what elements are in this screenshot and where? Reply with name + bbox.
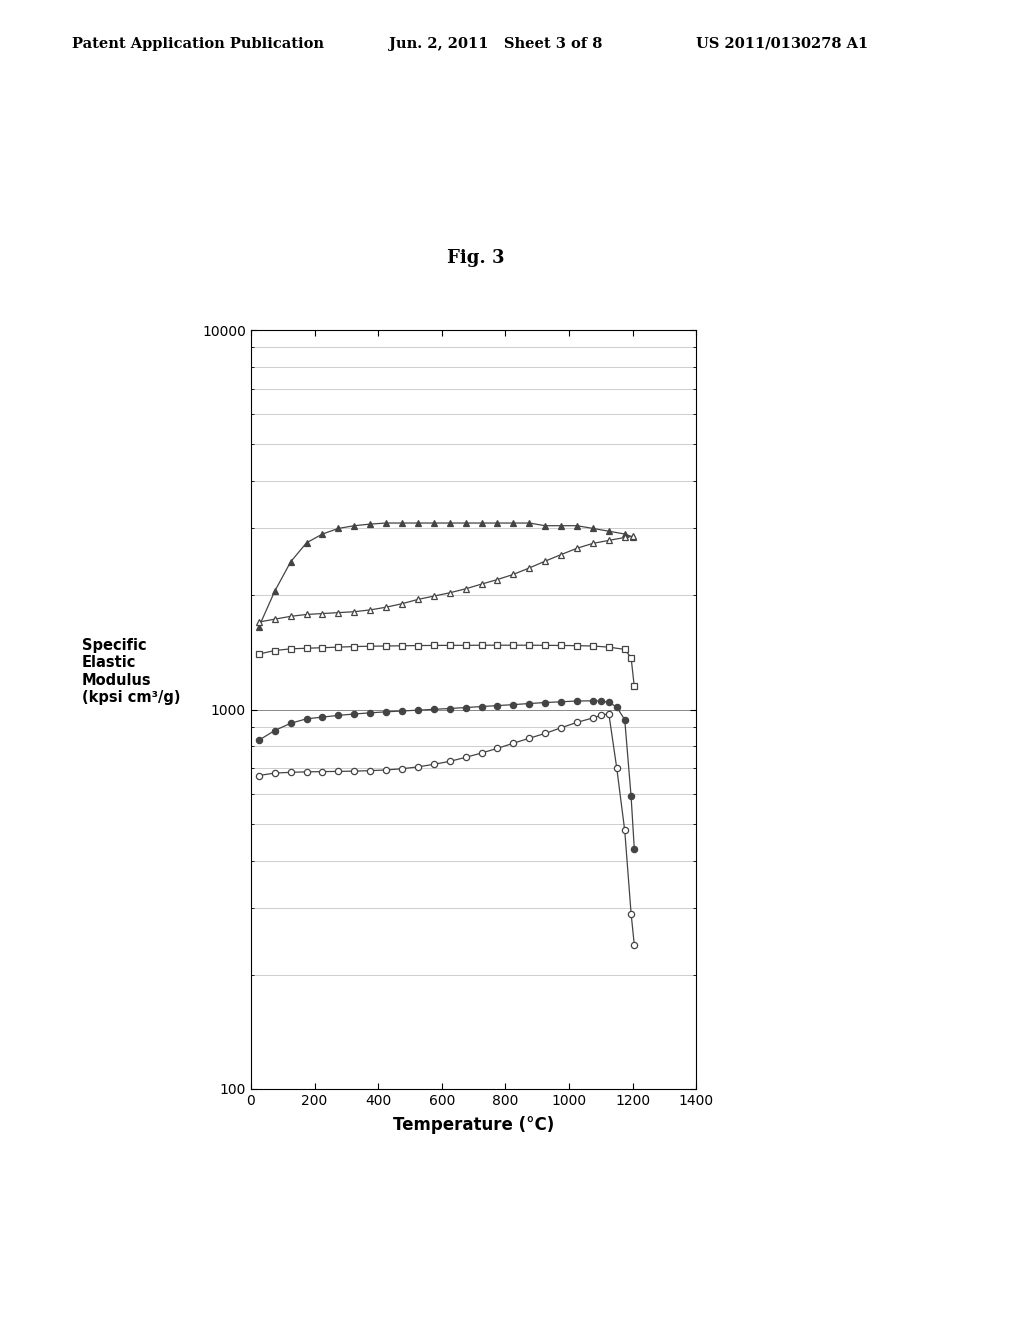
Y-axis label: Specific
Elastic
Modulus
(kpsi cm³/g): Specific Elastic Modulus (kpsi cm³/g)	[82, 638, 180, 705]
Text: Patent Application Publication: Patent Application Publication	[72, 37, 324, 51]
Text: Jun. 2, 2011   Sheet 3 of 8: Jun. 2, 2011 Sheet 3 of 8	[389, 37, 602, 51]
Text: US 2011/0130278 A1: US 2011/0130278 A1	[696, 37, 868, 51]
Text: Fig. 3: Fig. 3	[447, 248, 505, 267]
X-axis label: Temperature (°C): Temperature (°C)	[393, 1117, 554, 1134]
